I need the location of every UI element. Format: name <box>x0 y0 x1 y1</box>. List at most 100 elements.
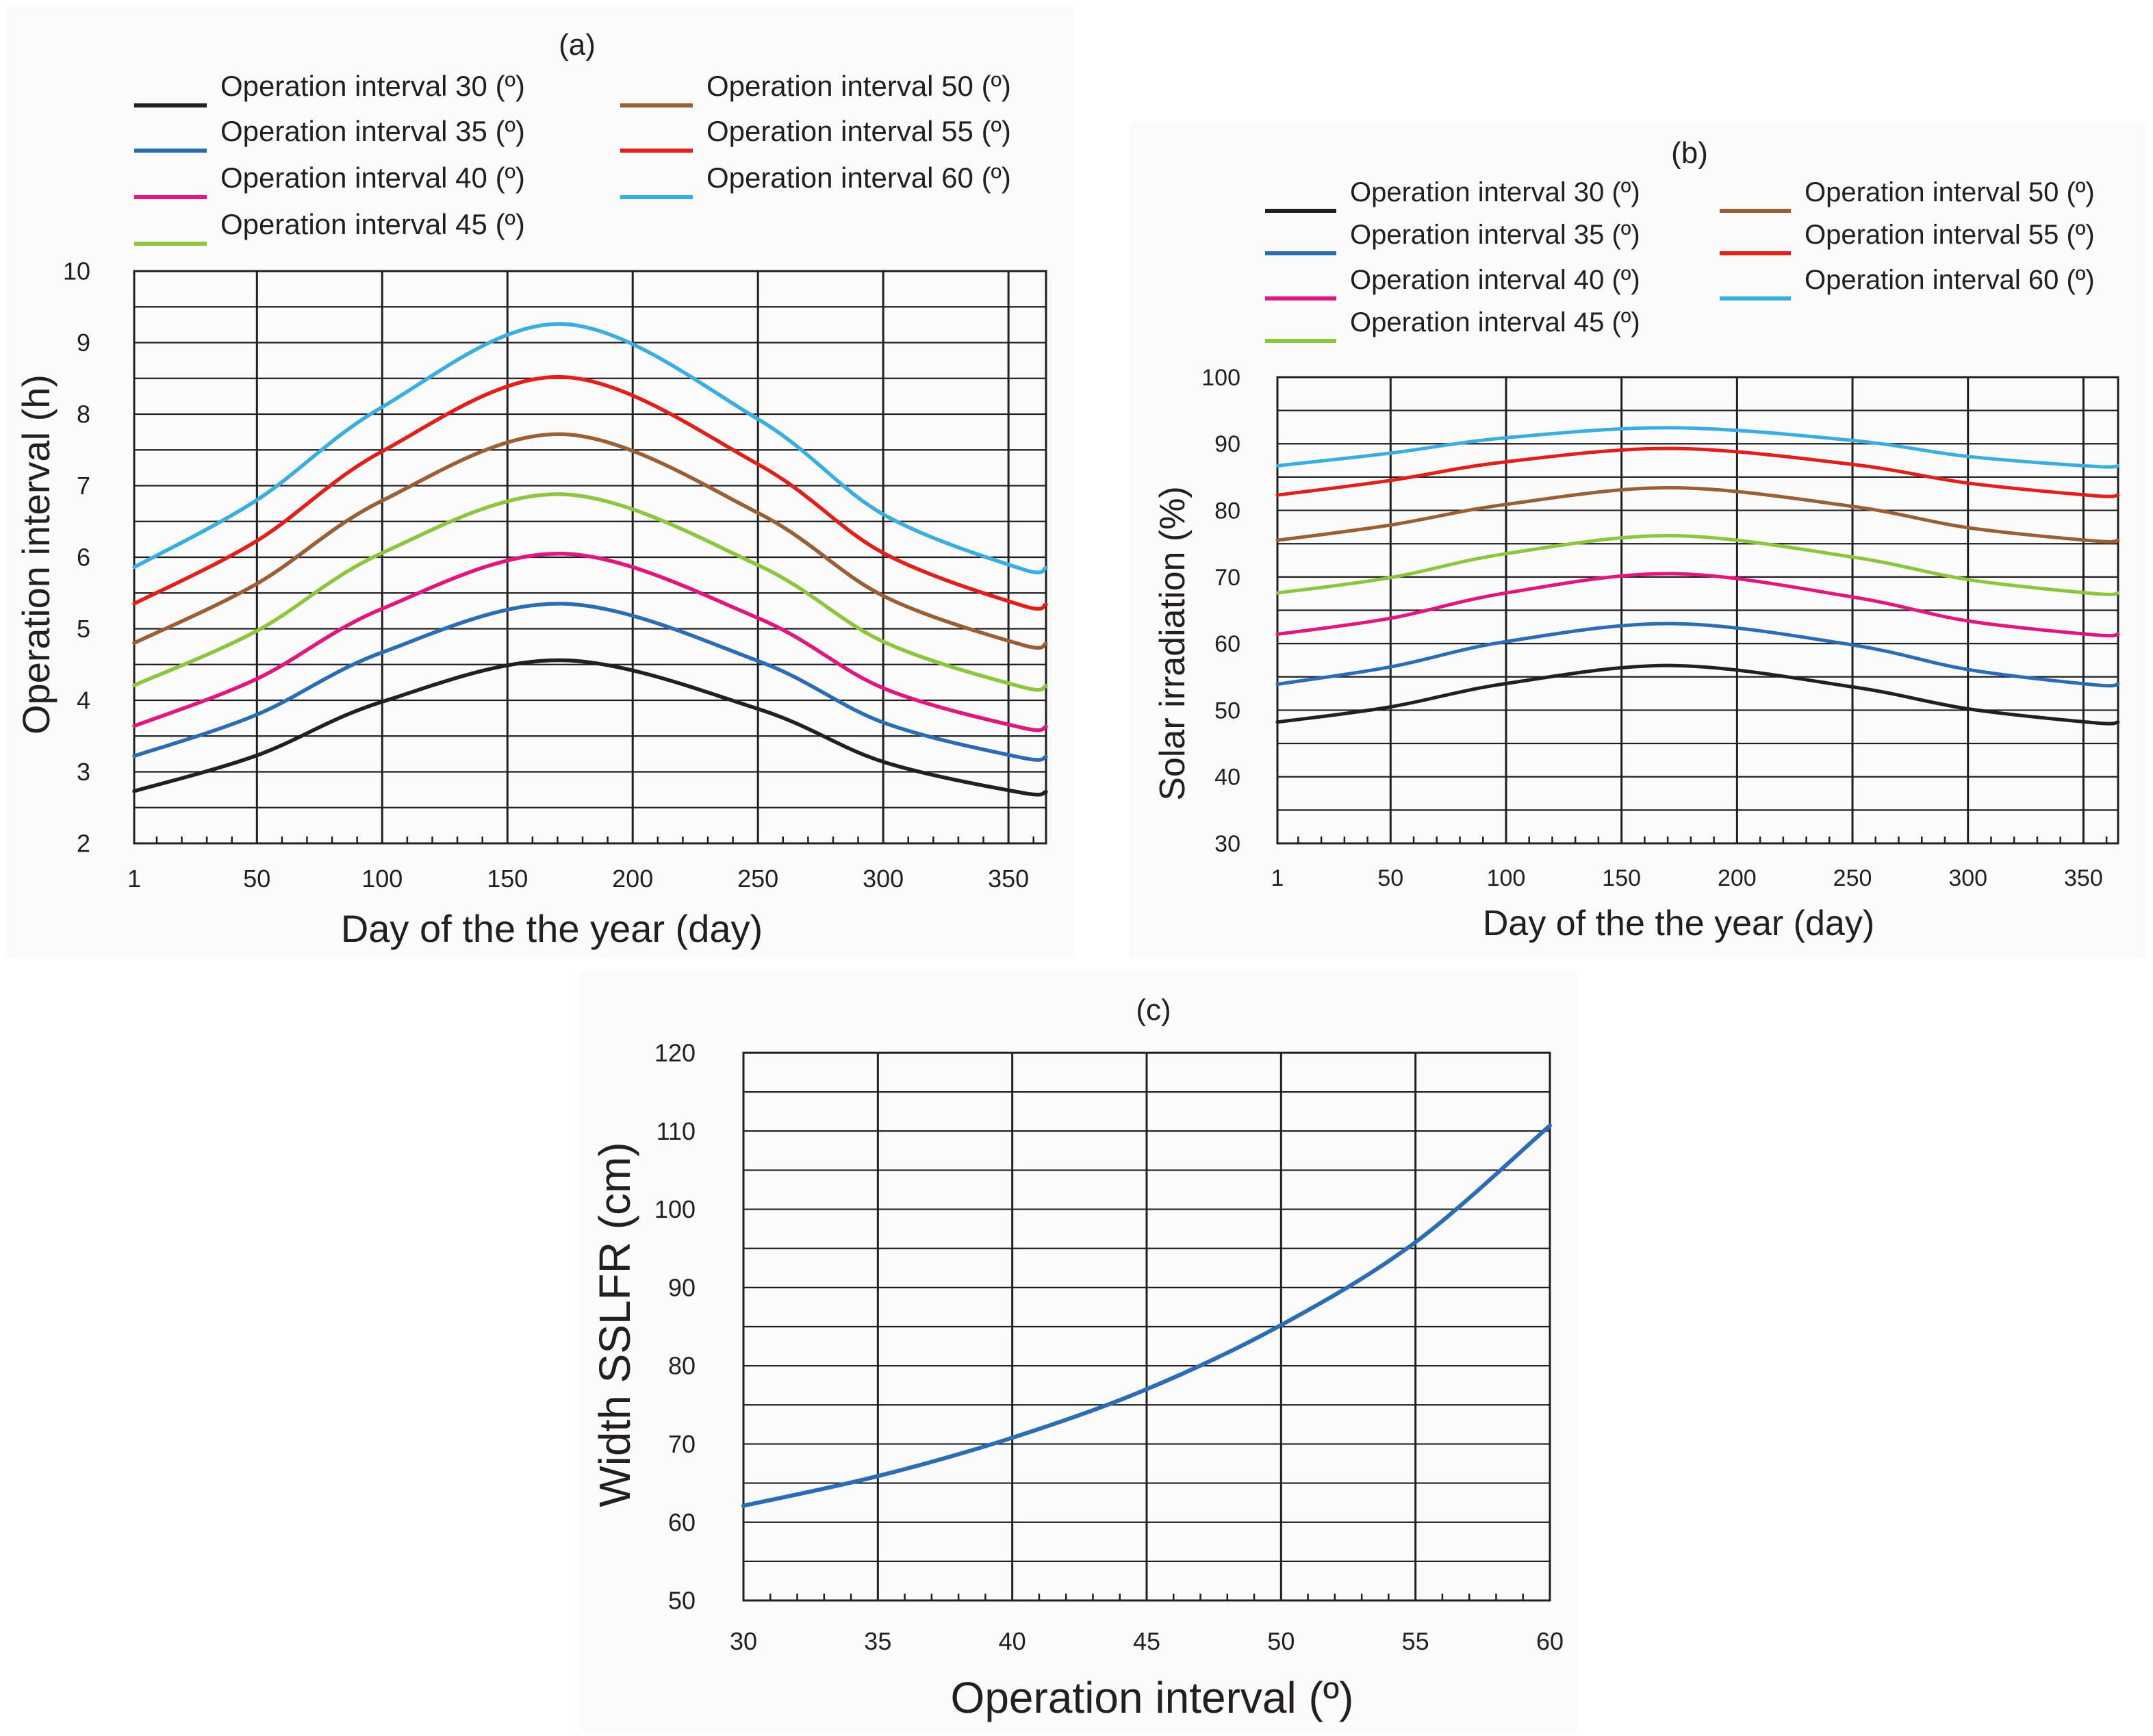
chart-panel-a: (a) Operation interval 30 (º)Operation i… <box>7 7 1075 958</box>
b-series-line-2 <box>1275 622 2120 688</box>
panel-b-x-axis-title: Day of the the year (day) <box>1483 904 1874 943</box>
b-y-tick-label: 50 <box>1214 698 1240 724</box>
a-x-tick-label: 100 <box>361 865 403 893</box>
b-x-tick-label: 1 <box>1271 865 1284 891</box>
b-x-tick-label: 350 <box>2064 865 2103 891</box>
a-y-tick-label: 4 <box>77 687 90 715</box>
b-plot-frame <box>1276 376 2119 845</box>
c-x-tick-label: 30 <box>730 1627 757 1655</box>
b-series-line-3 <box>1275 572 2120 638</box>
b-legend-label: Operation interval 30 (º) <box>1350 177 1640 207</box>
b-series-line-5 <box>1275 485 2120 544</box>
panel-c-series-lines <box>741 1123 1552 1508</box>
b-y-tick-label: 90 <box>1214 431 1240 457</box>
a-series-line-3 <box>132 552 1048 732</box>
panel-b-series-lines <box>1275 426 2120 726</box>
a-legend-label: Operation interval 60 (º) <box>706 162 1011 194</box>
panel-a-x-axis-title: Day of the the year (day) <box>341 907 763 950</box>
a-legend-label: Operation interval 45 (º) <box>220 208 525 240</box>
a-y-tick-label: 7 <box>77 472 90 500</box>
chart-panel-b: (b) Operation interval 30 (º)Operation i… <box>1130 123 2146 958</box>
a-y-tick-label: 5 <box>77 615 90 643</box>
c-x-tick-label: 50 <box>1267 1627 1295 1655</box>
c-y-tick-label: 120 <box>654 1039 696 1067</box>
panel-c-label: (c) <box>1136 993 1171 1027</box>
panel-b-label: (b) <box>1671 136 1708 170</box>
c-x-tick-label: 40 <box>999 1627 1026 1655</box>
a-x-tick-label: 1 <box>127 865 141 893</box>
b-y-tick-label: 40 <box>1214 765 1240 791</box>
b-series-line-6 <box>1275 446 2120 498</box>
c-y-tick-label: 50 <box>668 1587 696 1615</box>
b-legend-label: Operation interval 55 (º) <box>1805 220 2095 250</box>
a-series-line-6 <box>132 374 1048 611</box>
a-x-tick-label: 150 <box>487 865 528 893</box>
c-y-tick-label: 80 <box>668 1352 696 1380</box>
b-x-tick-label: 100 <box>1487 865 1526 891</box>
a-series-line-7 <box>132 322 1048 575</box>
panel-a-grid <box>133 270 1047 845</box>
panel-a-label: (a) <box>559 28 596 62</box>
a-series-line-5 <box>132 432 1048 650</box>
a-y-tick-label: 2 <box>77 830 90 858</box>
b-series-line-4 <box>1275 533 2120 596</box>
panel-a-background <box>7 7 1075 958</box>
a-series-line-4 <box>132 492 1048 692</box>
panel-a-y-axis-title: Operation interval (h) <box>14 374 58 735</box>
b-legend-label: Operation interval 45 (º) <box>1350 307 1640 337</box>
b-x-tick-label: 200 <box>1718 865 1757 891</box>
a-x-tick-label: 250 <box>737 865 778 893</box>
panel-c-x-axis-title: Operation interval (º) <box>951 1673 1354 1722</box>
a-x-tick-label: 300 <box>863 865 904 893</box>
panel-c-ticks: 30 35 40 45 50 55 60 50 60 70 80 90 100 110 120 <box>654 1039 1564 1655</box>
a-y-tick-label: 6 <box>77 544 90 572</box>
b-x-tick-label: 300 <box>1948 865 1987 891</box>
a-series-line-2 <box>132 602 1048 762</box>
a-y-tick-label: 10 <box>63 257 90 285</box>
chart-panel-c: (c) 30 35 40 45 50 55 60 50 60 70 80 90 100 110 120 Op… <box>578 972 1578 1732</box>
c-y-tick-label: 100 <box>654 1195 696 1223</box>
panel-b-y-axis-title: Solar irradiation (%) <box>1153 486 1193 801</box>
b-y-tick-label: 100 <box>1201 365 1240 391</box>
panel-b-legend: Operation interval 30 (º) Operation inter… <box>1265 177 2095 343</box>
panel-c-background <box>578 972 1578 1732</box>
c-x-tick-label: 45 <box>1133 1627 1160 1655</box>
b-series-line-7 <box>1275 426 2120 469</box>
b-y-tick-label: 60 <box>1214 631 1240 657</box>
b-legend-label: Operation interval 35 (º) <box>1350 220 1640 250</box>
a-x-tick-label: 200 <box>612 865 653 893</box>
b-legend-label: Operation interval 50 (º) <box>1805 177 2095 207</box>
panel-b-background <box>1130 123 2146 958</box>
a-series-line-1 <box>132 658 1048 797</box>
a-legend-label: Operation interval 40 (º) <box>220 162 525 194</box>
panel-c-y-axis-title: Width SSLFR (cm) <box>590 1142 639 1507</box>
c-x-tick-label: 60 <box>1536 1627 1564 1655</box>
b-x-tick-label: 50 <box>1377 865 1403 891</box>
a-x-tick-label: 350 <box>988 865 1029 893</box>
a-legend-label: Operation interval 30 (º) <box>220 70 525 102</box>
c-series-line-1 <box>741 1123 1552 1508</box>
b-legend-label: Operation interval 40 (º) <box>1350 265 1640 295</box>
b-y-tick-label: 30 <box>1214 831 1240 857</box>
c-y-tick-label: 110 <box>657 1117 696 1145</box>
panel-a-legend: Operation interval 30 (º) Operation inter… <box>134 70 1011 246</box>
panel-a-series-lines <box>132 322 1048 797</box>
c-y-tick-label: 60 <box>668 1508 696 1536</box>
a-y-tick-label: 9 <box>77 329 90 357</box>
a-plot-frame <box>133 270 1047 845</box>
panel-b-grid <box>1276 376 2119 845</box>
a-y-tick-label: 3 <box>77 758 90 786</box>
c-y-tick-label: 90 <box>668 1273 696 1301</box>
b-series-line-1 <box>1275 663 2120 726</box>
a-x-tick-label: 50 <box>243 865 270 893</box>
b-x-tick-label: 150 <box>1602 865 1641 891</box>
b-legend-label: Operation interval 60 (º) <box>1805 265 2095 295</box>
a-legend-label: Operation interval 55 (º) <box>706 115 1011 147</box>
a-legend-label: Operation interval 35 (º) <box>220 115 525 147</box>
a-y-tick-label: 8 <box>77 400 90 429</box>
b-y-tick-label: 80 <box>1214 498 1240 524</box>
c-y-tick-label: 70 <box>668 1430 696 1458</box>
